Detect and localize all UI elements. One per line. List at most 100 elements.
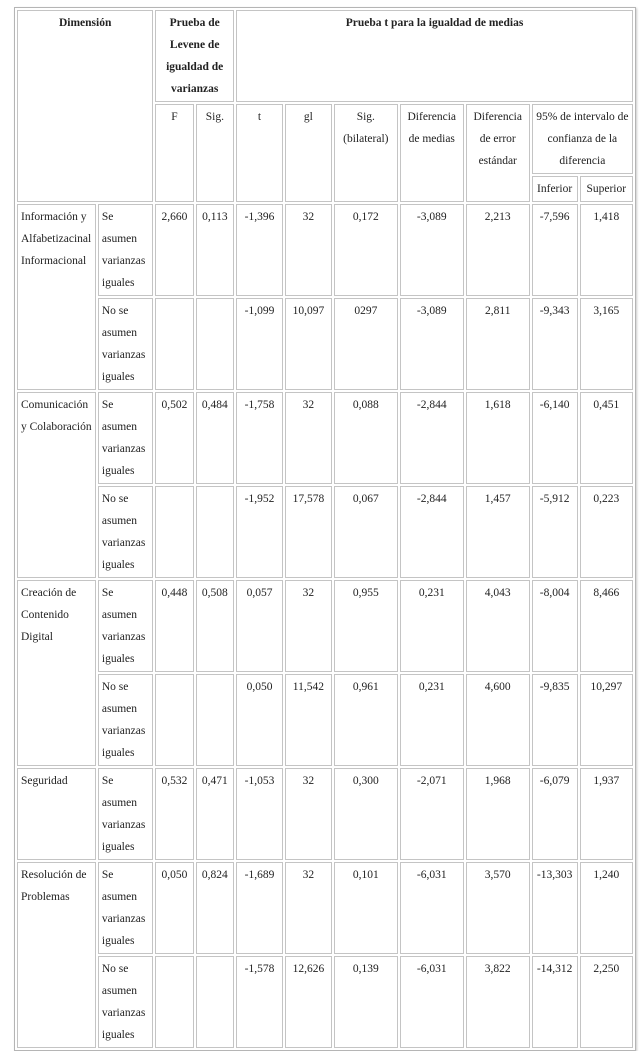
value-cell: -3,089 <box>399 204 464 296</box>
value-cell: 0,300 <box>333 768 398 860</box>
dimension-name: Creación de Contenido Digital <box>17 580 96 766</box>
value-cell: 0,139 <box>333 956 398 1048</box>
value-cell: 10,297 <box>579 674 633 766</box>
value-cell: 17,578 <box>284 486 332 578</box>
value-cell: 32 <box>284 392 332 484</box>
value-cell: -2,844 <box>399 486 464 578</box>
value-cell: -6,140 <box>531 392 578 484</box>
table-row: No se asumen varianzas iguales -1,952 17,5… <box>17 486 633 578</box>
col-superior: Superior <box>579 176 633 202</box>
value-cell: -1,758 <box>236 392 283 484</box>
col-gl: gl <box>284 104 332 202</box>
value-cell: 4,600 <box>465 674 530 766</box>
value-cell: -1,053 <box>236 768 283 860</box>
dimension-name: Comunicación y Colaboración <box>17 392 96 578</box>
value-cell <box>195 956 235 1048</box>
value-cell: -7,596 <box>531 204 578 296</box>
value-cell: -6,031 <box>399 862 464 954</box>
unequal-variances-label: No se asumen varianzas iguales <box>97 674 154 766</box>
value-cell: 1,240 <box>579 862 633 954</box>
value-cell: -13,303 <box>531 862 578 954</box>
equal-variances-label: Se asumen varianzas iguales <box>97 204 154 296</box>
dimension-name: Información y Alfabetizacinal Informacio… <box>17 204 96 390</box>
value-cell: 3,165 <box>579 298 633 390</box>
value-cell: 12,626 <box>284 956 332 1048</box>
col-t: t <box>236 104 283 202</box>
value-cell: 0,088 <box>333 392 398 484</box>
value-cell <box>155 486 194 578</box>
col-std-error-diff: Diferencia de error estándar <box>465 104 530 202</box>
unequal-variances-label: No se asumen varianzas iguales <box>97 298 154 390</box>
value-cell: 0,448 <box>155 580 194 672</box>
col-inferior: Inferior <box>531 176 578 202</box>
value-cell: 0,050 <box>236 674 283 766</box>
value-cell: 2,660 <box>155 204 194 296</box>
value-cell: 32 <box>284 204 332 296</box>
value-cell: 0,532 <box>155 768 194 860</box>
value-cell <box>195 298 235 390</box>
value-cell <box>155 298 194 390</box>
col-ci: 95% de intervalo de confianza de la dife… <box>531 104 633 174</box>
table-row: Información y Alfabetizacinal Informacio… <box>17 204 633 390</box>
value-cell: 0,231 <box>399 580 464 672</box>
value-cell <box>195 674 235 766</box>
value-cell: 2,213 <box>465 204 530 296</box>
value-cell: -1,396 <box>236 204 283 296</box>
value-cell: 0,113 <box>195 204 235 296</box>
value-cell: 0,484 <box>195 392 235 484</box>
table-row: No se asumen varianzas iguales 0,050 11,54… <box>17 674 633 766</box>
value-cell: 2,250 <box>579 956 633 1048</box>
value-cell: -3,089 <box>399 298 464 390</box>
dimension-header: Dimensión <box>17 10 154 202</box>
unequal-variances-label: No se asumen varianzas iguales <box>97 486 154 578</box>
equal-variances-label: Se asumen varianzas iguales <box>97 768 154 860</box>
value-cell: 3,822 <box>465 956 530 1048</box>
value-cell: -9,835 <box>531 674 578 766</box>
value-cell: 0,057 <box>236 580 283 672</box>
value-cell: -1,578 <box>236 956 283 1048</box>
table-row: Seguridad Se asumen varianzas iguales 0,53… <box>17 768 633 860</box>
value-cell: -1,952 <box>236 486 283 578</box>
value-cell: 0,955 <box>333 580 398 672</box>
value-cell: 0,172 <box>333 204 398 296</box>
value-cell: 0,223 <box>579 486 633 578</box>
t-test-table: Dimensión Prueba de Levene de igualdad d… <box>14 7 636 1051</box>
value-cell: 0,101 <box>333 862 398 954</box>
value-cell: 0,067 <box>333 486 398 578</box>
value-cell: 1,968 <box>465 768 530 860</box>
value-cell: -6,079 <box>531 768 578 860</box>
value-cell: 2,811 <box>465 298 530 390</box>
value-cell: 1,457 <box>465 486 530 578</box>
levene-header: Prueba de Levene de igualdad de varianza… <box>155 10 235 102</box>
value-cell: 4,043 <box>465 580 530 672</box>
value-cell: -9,343 <box>531 298 578 390</box>
value-cell: 1,618 <box>465 392 530 484</box>
value-cell: -14,312 <box>531 956 578 1048</box>
value-cell: 0,502 <box>155 392 194 484</box>
table-row: No se asumen varianzas iguales -1,578 12,6… <box>17 956 633 1048</box>
equal-variances-label: Se asumen varianzas iguales <box>97 580 154 672</box>
value-cell: 0,961 <box>333 674 398 766</box>
value-cell <box>155 956 194 1048</box>
equal-variances-label: Se asumen varianzas iguales <box>97 392 154 484</box>
value-cell: -2,844 <box>399 392 464 484</box>
value-cell: 0,050 <box>155 862 194 954</box>
value-cell: 32 <box>284 862 332 954</box>
value-cell: -5,912 <box>531 486 578 578</box>
value-cell: 0,451 <box>579 392 633 484</box>
table-row: Resolución de Problemas Se asumen varianz… <box>17 862 633 1048</box>
table-row: No se asumen varianzas iguales -1,099 10,0… <box>17 298 633 390</box>
value-cell: 0,471 <box>195 768 235 860</box>
value-cell: -6,031 <box>399 956 464 1048</box>
value-cell: 0,824 <box>195 862 235 954</box>
value-cell: 10,097 <box>284 298 332 390</box>
equal-variances-label: Se asumen varianzas iguales <box>97 862 154 954</box>
dimension-name: Seguridad <box>17 768 96 860</box>
value-cell: -1,099 <box>236 298 283 390</box>
value-cell <box>155 674 194 766</box>
dimension-name: Resolución de Problemas <box>17 862 96 1048</box>
value-cell: 0297 <box>333 298 398 390</box>
value-cell: 1,418 <box>579 204 633 296</box>
value-cell: -8,004 <box>531 580 578 672</box>
value-cell: -1,689 <box>236 862 283 954</box>
